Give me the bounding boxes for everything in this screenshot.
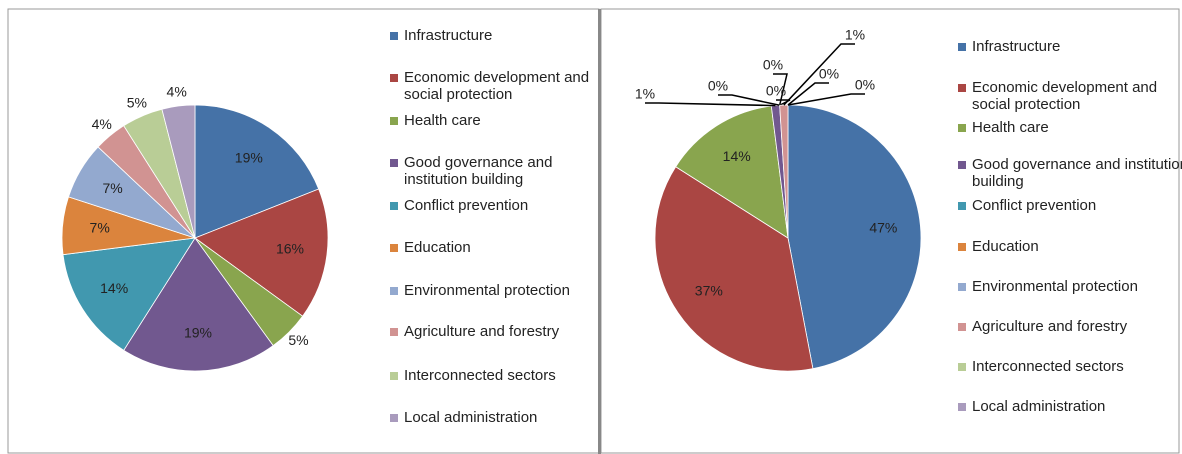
legend-item: Economic development and social protecti… [390, 69, 609, 103]
legend-item: Environmental protection [390, 282, 609, 299]
leader-line [783, 43, 855, 106]
legend-swatch [958, 124, 966, 132]
data-label: 0% [855, 77, 875, 93]
legend-item: Conflict prevention [390, 197, 609, 214]
pie-slice [654, 166, 814, 372]
legend-item: Interconnected sectors [390, 367, 609, 384]
legend-label: Interconnected sectors [972, 358, 1124, 375]
legend-item: Health care [958, 119, 1182, 136]
legend-label: Environmental protection [972, 278, 1138, 295]
legend-swatch [958, 363, 966, 371]
data-label: 19% [235, 150, 263, 166]
legend-label: Education [972, 238, 1039, 255]
legend-label: Education [404, 239, 471, 256]
pie-slice [787, 104, 922, 370]
data-label: 0% [766, 83, 786, 99]
pie-slice [194, 104, 320, 239]
data-label: 4% [92, 116, 112, 132]
legend-swatch [958, 283, 966, 291]
data-label: 4% [167, 84, 187, 100]
data-label: 19% [184, 324, 212, 340]
legend-swatch [958, 323, 966, 331]
data-label: 5% [127, 94, 147, 110]
data-label: 1% [635, 86, 655, 102]
legend-label: Agriculture and forestry [972, 318, 1128, 335]
legend-swatch [390, 372, 398, 380]
legend-swatch [390, 117, 398, 125]
legend-item: Infrastructure [958, 38, 1182, 55]
pie-slice [675, 105, 789, 239]
legend-item: Infrastructure [390, 27, 609, 44]
data-label: 1% [845, 27, 865, 43]
legend-label: Environmental protection [404, 282, 570, 299]
legend-item: Local administration [958, 398, 1182, 415]
legend-item: Agriculture and forestry [390, 323, 609, 340]
legend-item: Local administration [390, 409, 609, 426]
legend-item: Good governance and institution building [958, 156, 1182, 190]
pie-slice [123, 237, 274, 372]
data-label: 47% [869, 220, 897, 236]
legend-label: Good governance and institution building [404, 154, 553, 188]
data-label: 14% [100, 280, 128, 296]
leader-line [718, 94, 780, 106]
data-label: 7% [90, 220, 110, 236]
legend-swatch [390, 32, 398, 40]
data-label: 37% [695, 283, 723, 299]
data-label: 0% [819, 66, 839, 82]
legend-label: Conflict prevention [404, 197, 529, 214]
legend-swatch [390, 202, 398, 210]
legend-swatch [390, 328, 398, 336]
legend-label: Health care [972, 119, 1049, 136]
legend-label: Good governance and institution building [972, 156, 1182, 190]
legend-label: Economic development and social protecti… [972, 79, 1158, 113]
leader-line [773, 73, 788, 106]
data-label: 7% [102, 180, 122, 196]
data-label: 0% [763, 57, 783, 73]
legend-label: Health care [404, 112, 481, 129]
legend-swatch [958, 403, 966, 411]
legend-item: Agriculture and forestry [958, 318, 1182, 335]
data-label: 16% [276, 241, 304, 257]
legend-swatch [390, 287, 398, 295]
legend-swatch [958, 43, 966, 51]
pie-slice [161, 104, 196, 239]
legend-swatch [958, 84, 966, 92]
legend-item: Health care [390, 112, 609, 129]
legend-item: Economic development and social protecti… [958, 79, 1182, 113]
leader-line [787, 93, 865, 106]
legend-item: Conflict prevention [958, 197, 1182, 214]
legend-label: Economic development and social protecti… [404, 69, 590, 103]
legend-swatch [958, 161, 966, 169]
leader-line [776, 99, 791, 106]
legend-label: Infrastructure [404, 27, 493, 44]
legend-swatch [390, 159, 398, 167]
pie-slice [194, 188, 329, 317]
legend-item: Education [958, 238, 1182, 255]
legend-label: Local administration [972, 398, 1106, 415]
leader-line [645, 102, 776, 107]
legend-label: Local administration [404, 409, 538, 426]
legend-item: Environmental protection [958, 278, 1182, 295]
legend-swatch [390, 74, 398, 82]
legend-swatch [958, 243, 966, 251]
legend-label: Interconnected sectors [404, 367, 556, 384]
data-label: 5% [288, 332, 308, 348]
leader-line [787, 82, 829, 106]
legend-swatch [958, 202, 966, 210]
legend-label: Infrastructure [972, 38, 1061, 55]
data-label: 14% [723, 148, 751, 164]
legend-label: Agriculture and forestry [404, 323, 560, 340]
legend-item: Education [390, 239, 609, 256]
legend-swatch [390, 244, 398, 252]
legend-item: Good governance and institution building [390, 154, 609, 188]
legend-label: Conflict prevention [972, 197, 1097, 214]
legend-item: Interconnected sectors [958, 358, 1182, 375]
data-label: 0% [708, 78, 728, 94]
pie-slice [62, 237, 196, 351]
legend-swatch [390, 414, 398, 422]
